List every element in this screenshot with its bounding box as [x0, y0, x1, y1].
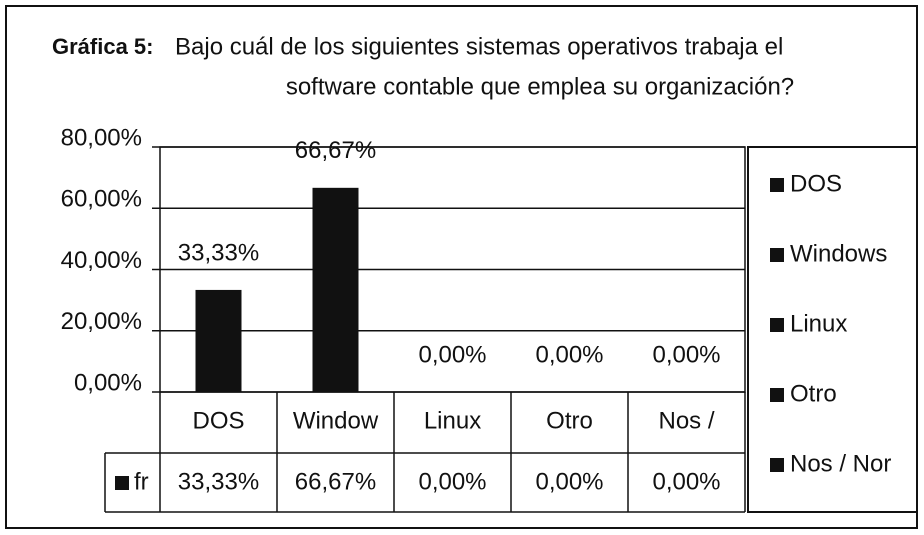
legend-key — [770, 458, 784, 472]
data-label: 66,67% — [295, 137, 376, 164]
table-value: 66,67% — [295, 468, 376, 495]
x-tick-label: DOS — [192, 407, 244, 434]
series-name: fr — [134, 468, 149, 495]
chart-title: Bajo cuál de los siguientes sistemas ope… — [175, 33, 783, 60]
bar — [312, 187, 359, 392]
y-tick-label: 40,00% — [61, 247, 142, 274]
x-tick-label: Otro — [546, 407, 593, 434]
x-tick-label: Window — [293, 407, 379, 434]
legend-label: Linux — [790, 310, 847, 337]
y-tick-label: 80,00% — [61, 124, 142, 151]
legend-key — [770, 178, 784, 192]
legend-key — [770, 318, 784, 332]
table-value: 0,00% — [418, 468, 486, 495]
legend-key — [770, 248, 784, 262]
data-label: 0,00% — [652, 341, 720, 368]
chart-label: Gráfica 5: — [52, 34, 154, 59]
y-tick-label: 60,00% — [61, 186, 142, 213]
legend-label: Otro — [790, 380, 837, 407]
legend-label: DOS — [790, 170, 842, 197]
bar — [195, 289, 242, 392]
legend-box — [747, 146, 918, 513]
y-tick-label: 20,00% — [61, 308, 142, 335]
data-label: 0,00% — [418, 341, 486, 368]
legend-label: Nos / Nor — [790, 450, 891, 477]
legend-key — [770, 388, 784, 402]
y-tick-label: 0,00% — [74, 369, 142, 396]
x-tick-label: Nos / — [658, 407, 714, 434]
data-label: 33,33% — [178, 239, 259, 266]
chart-title: software contable que emplea su organiza… — [286, 73, 794, 100]
x-tick-label: Linux — [424, 407, 481, 434]
legend-key — [115, 476, 129, 490]
table-value: 0,00% — [652, 468, 720, 495]
table-value: 0,00% — [535, 468, 603, 495]
table-value: 33,33% — [178, 468, 259, 495]
data-label: 0,00% — [535, 341, 603, 368]
legend-label: Windows — [790, 240, 887, 267]
